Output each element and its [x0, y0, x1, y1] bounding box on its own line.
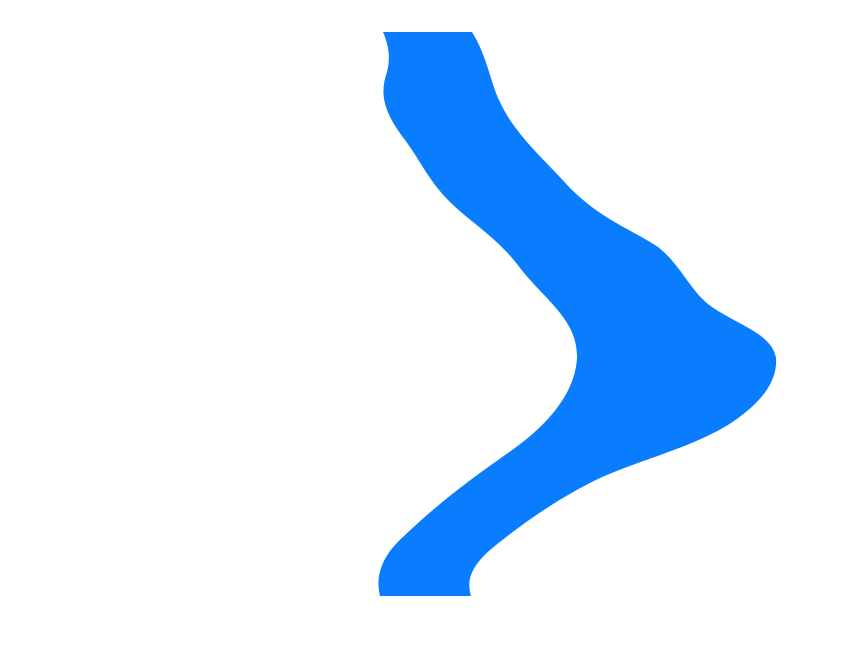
- canvas: [0, 0, 864, 664]
